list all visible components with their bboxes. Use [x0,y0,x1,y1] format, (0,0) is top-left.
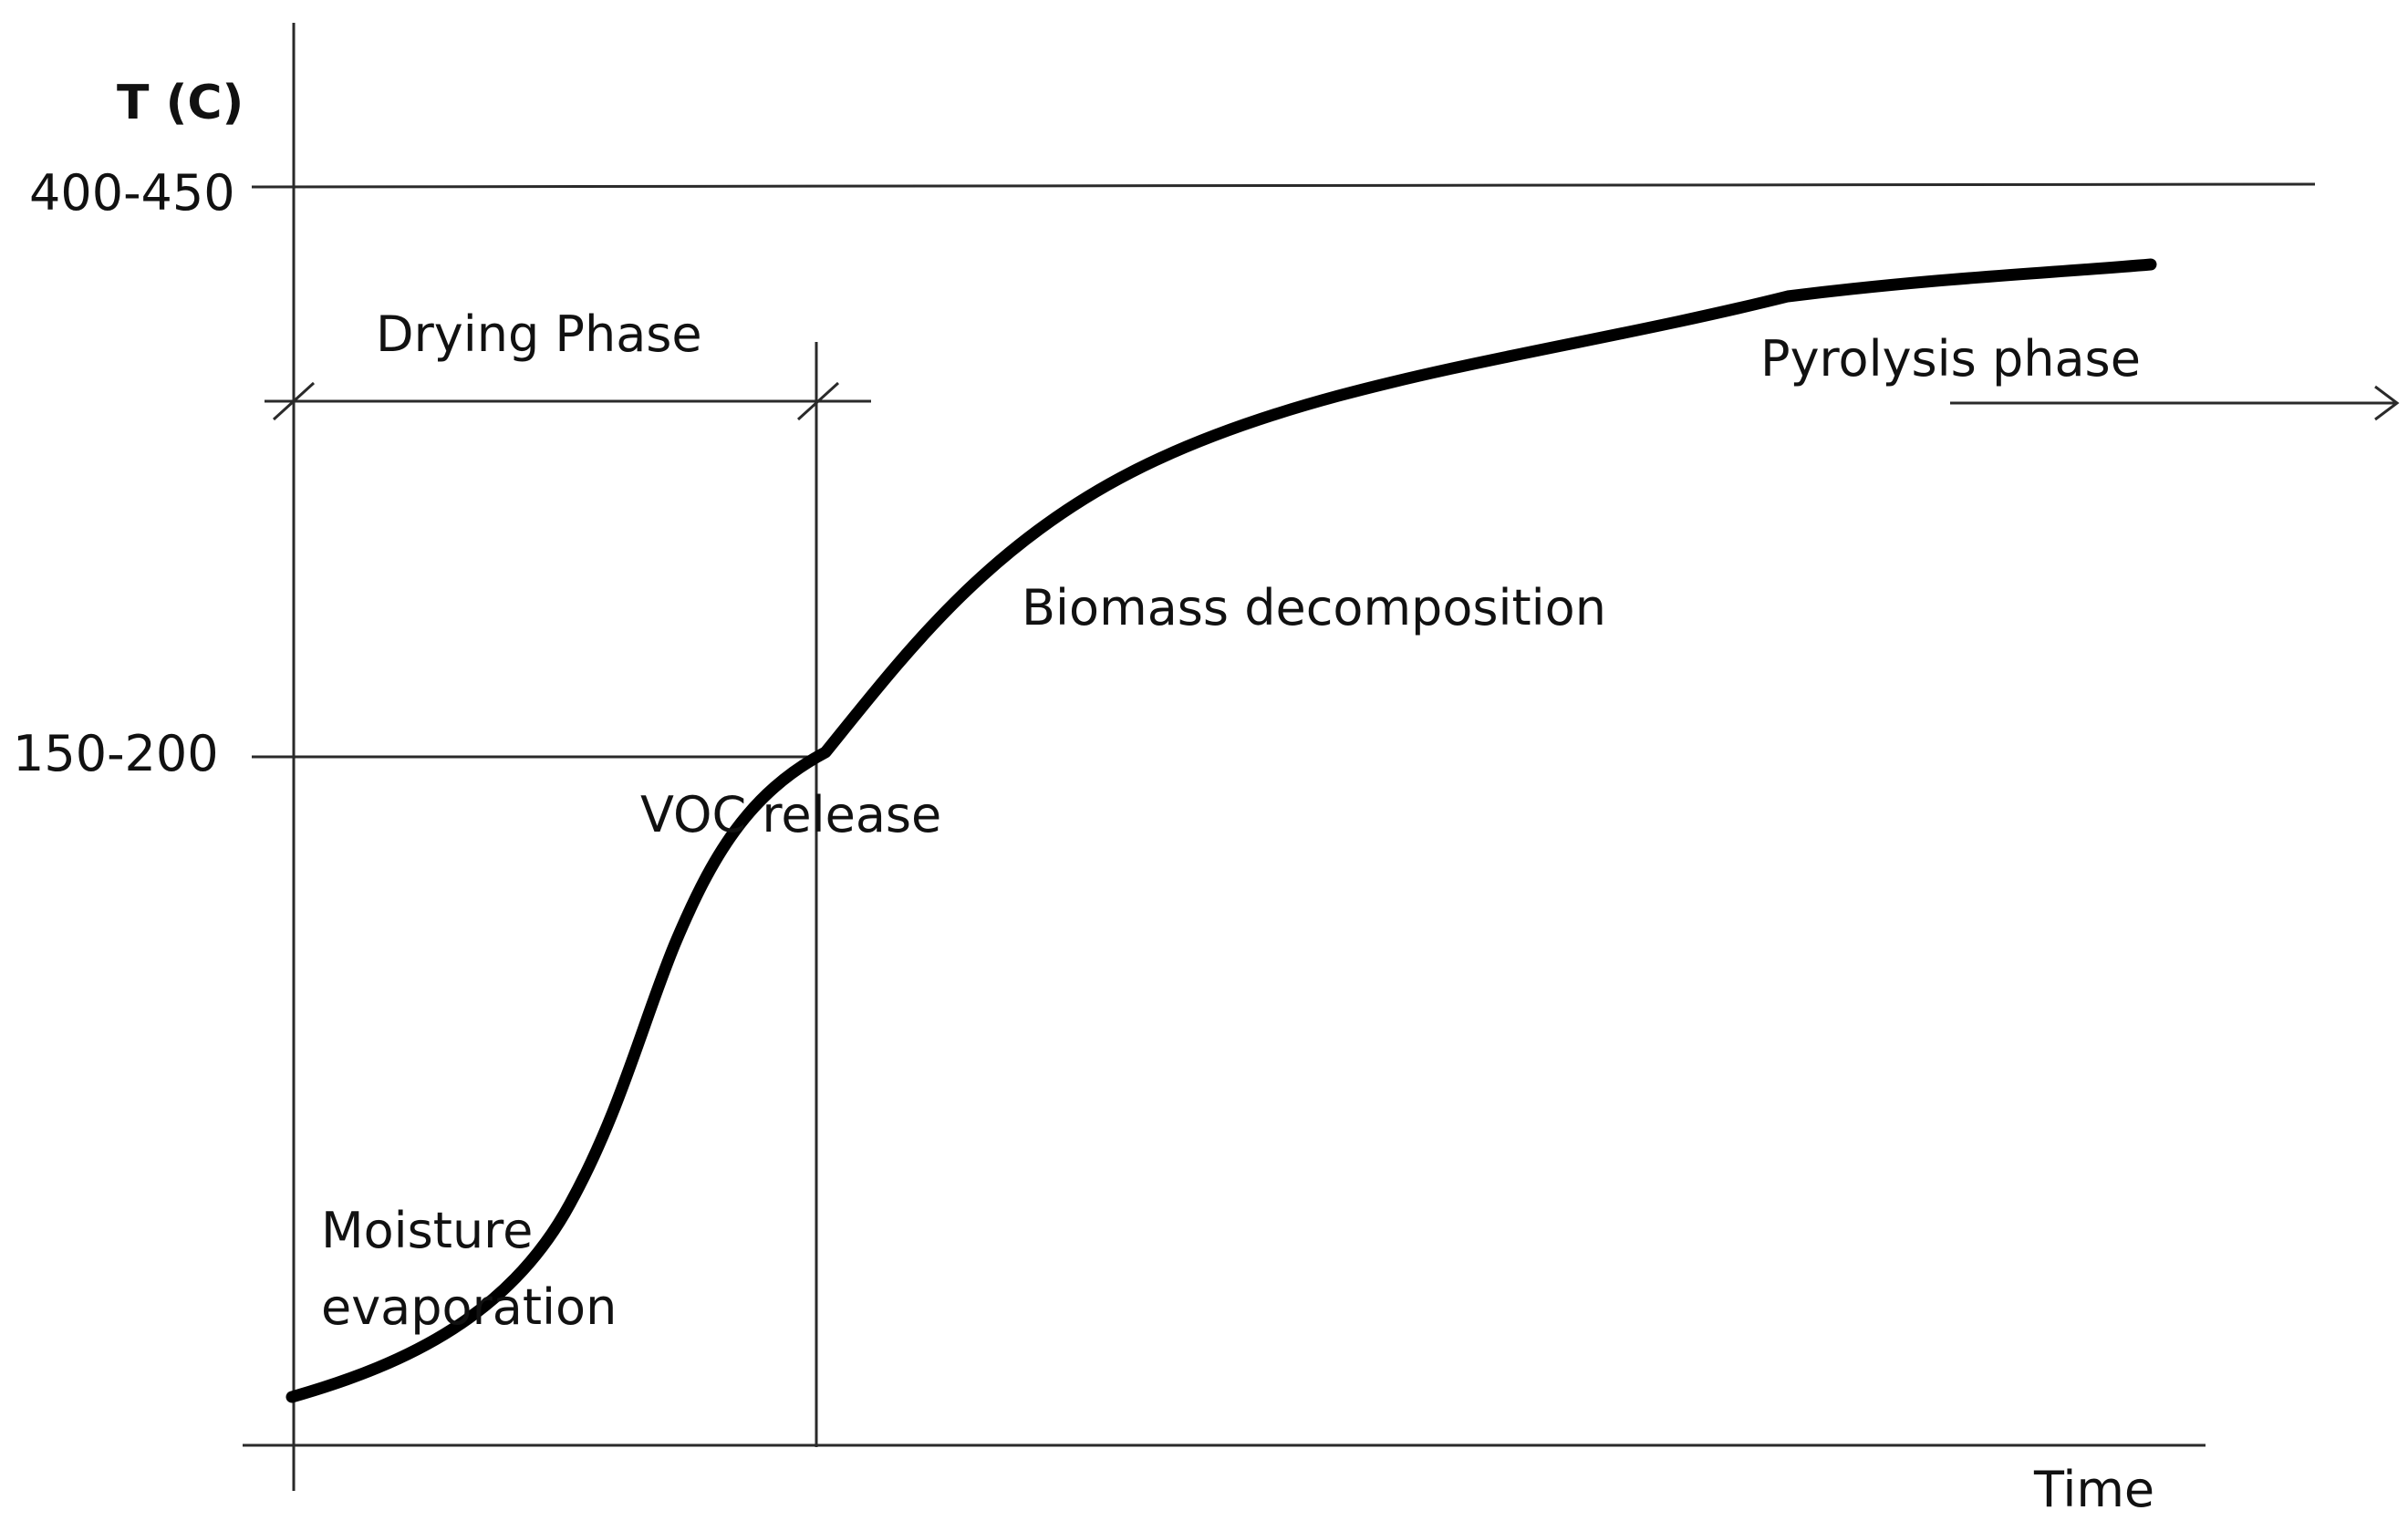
x-axis-label: Time [2033,1461,2154,1518]
moisture-evaporation-label-line2: evaporation [321,1278,617,1336]
drying-span-tick-right [796,381,840,421]
drying-span-tick-left [272,381,316,421]
y-axis-label: T (C) [117,76,244,130]
reference-line-400-450 [251,182,2316,189]
moisture-evaporation-label-line1: Moisture [321,1202,533,1259]
y-tick-label-150-200: 150-200 [13,725,219,782]
y-tick-label-400-450: 400-450 [29,164,235,222]
pyrolysis-arrow-head [2374,385,2400,421]
temperature-curve [285,258,2157,1403]
voc-release-label: VOC release [640,786,941,843]
pyrolysis-phase-label: Pyrolysis phase [1760,330,2141,388]
drying-phase-label: Drying Phase [376,305,702,363]
biomass-decomposition-label: Biomass decomposition [1022,579,1606,636]
